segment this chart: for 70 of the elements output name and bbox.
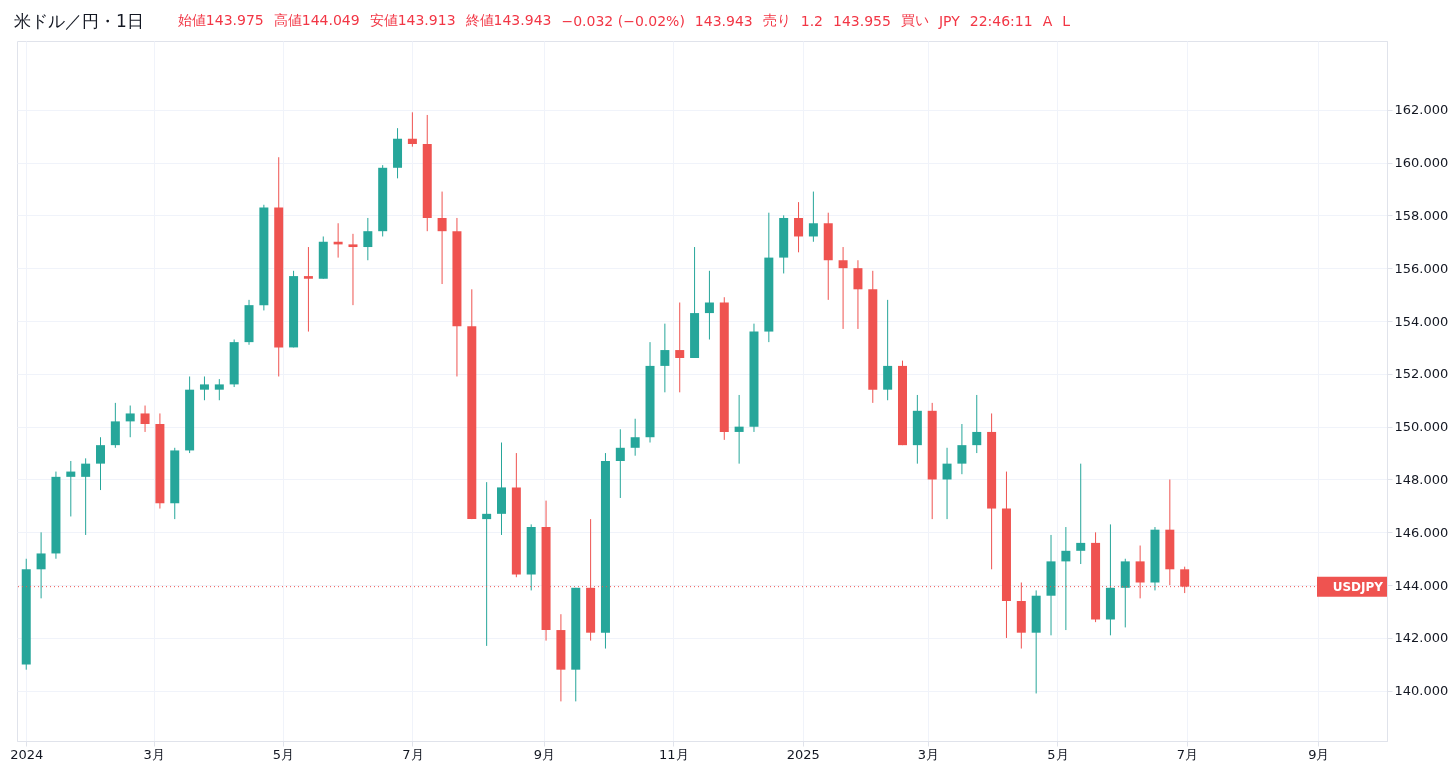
text: 売り bbox=[762, 12, 791, 30]
candlestick bbox=[81, 457, 91, 536]
text: L bbox=[1062, 13, 1071, 29]
candlestick bbox=[660, 323, 670, 393]
candlestick bbox=[794, 201, 804, 253]
x-tick-label: 5月 bbox=[272, 746, 295, 762]
chart-title: 米ドル／円・1日 bbox=[14, 9, 144, 33]
x-tick-label: 9月 bbox=[533, 746, 556, 762]
candlestick bbox=[407, 111, 417, 148]
candlestick bbox=[363, 217, 373, 261]
candlestick bbox=[630, 418, 640, 457]
candlestick bbox=[853, 259, 863, 330]
candlestick bbox=[808, 191, 818, 243]
candlestick bbox=[110, 402, 120, 449]
x-tick-label: 5月 bbox=[1047, 746, 1069, 762]
text: 22:46:11 bbox=[969, 13, 1033, 29]
y-tick-label: 152.000 bbox=[1394, 366, 1449, 382]
y-tick-label: 146.000 bbox=[1394, 524, 1449, 540]
y-tick-label: 160.000 bbox=[1394, 155, 1449, 171]
text: 1.2 bbox=[800, 13, 824, 29]
candlestick bbox=[957, 423, 967, 475]
candlestick bbox=[1061, 526, 1071, 631]
candlestick bbox=[140, 405, 150, 433]
candlestick bbox=[615, 428, 625, 499]
candlestick bbox=[348, 233, 358, 306]
candlestick bbox=[675, 302, 685, 393]
y-tick-label: 162.000 bbox=[1394, 102, 1449, 118]
x-tick-label: 2024 bbox=[10, 746, 44, 762]
candlestick bbox=[838, 246, 848, 330]
text: 143.955 bbox=[833, 13, 891, 29]
candlestick bbox=[214, 378, 224, 401]
text: 買い bbox=[900, 12, 929, 30]
candlestick bbox=[883, 299, 893, 401]
candlestick bbox=[1076, 463, 1086, 565]
x-tick-label: 9月 bbox=[1308, 746, 1330, 762]
text: 終値143.943 bbox=[465, 12, 552, 30]
x-tick-label: 3月 bbox=[917, 746, 940, 762]
y-tick-label: 150.000 bbox=[1394, 419, 1449, 435]
candlestick bbox=[704, 270, 714, 340]
y-tick-label: 144.000 bbox=[1394, 577, 1449, 593]
candlestick bbox=[734, 394, 744, 465]
x-tick-label: 7月 bbox=[402, 746, 424, 762]
candlestick bbox=[66, 460, 76, 517]
text: JPY bbox=[938, 13, 960, 29]
candlestick bbox=[482, 481, 492, 647]
y-tick-label: 156.000 bbox=[1394, 260, 1449, 276]
candlestick bbox=[942, 447, 952, 520]
y-tick-label: 158.000 bbox=[1394, 207, 1449, 223]
text: A bbox=[1042, 13, 1053, 29]
y-tick-label: 140.000 bbox=[1394, 683, 1449, 699]
x-tick-label: 7月 bbox=[1176, 746, 1198, 762]
text: −0.032 (−0.02%) bbox=[561, 13, 685, 29]
x-tick-label: 3月 bbox=[143, 746, 165, 762]
candlestick bbox=[125, 405, 135, 438]
ref-line-label: USDJPY bbox=[1332, 579, 1384, 594]
candlestick bbox=[36, 531, 46, 599]
candlestick bbox=[437, 191, 447, 285]
text: 高値144.049 bbox=[273, 12, 360, 30]
y-tick-label: 154.000 bbox=[1394, 313, 1449, 329]
x-tick-label: 11月 bbox=[659, 746, 689, 762]
x-tick-label: 2025 bbox=[786, 746, 820, 762]
candlestick bbox=[96, 436, 105, 491]
candlestick bbox=[199, 375, 209, 401]
y-tick-label: 142.000 bbox=[1394, 630, 1449, 646]
y-tick-label: 148.000 bbox=[1394, 471, 1449, 487]
text: 始値143.975 bbox=[177, 12, 264, 30]
text: 安値143.913 bbox=[369, 12, 456, 30]
candlestick bbox=[303, 246, 313, 333]
text: 143.943 bbox=[694, 13, 753, 29]
candlestick bbox=[972, 394, 982, 454]
